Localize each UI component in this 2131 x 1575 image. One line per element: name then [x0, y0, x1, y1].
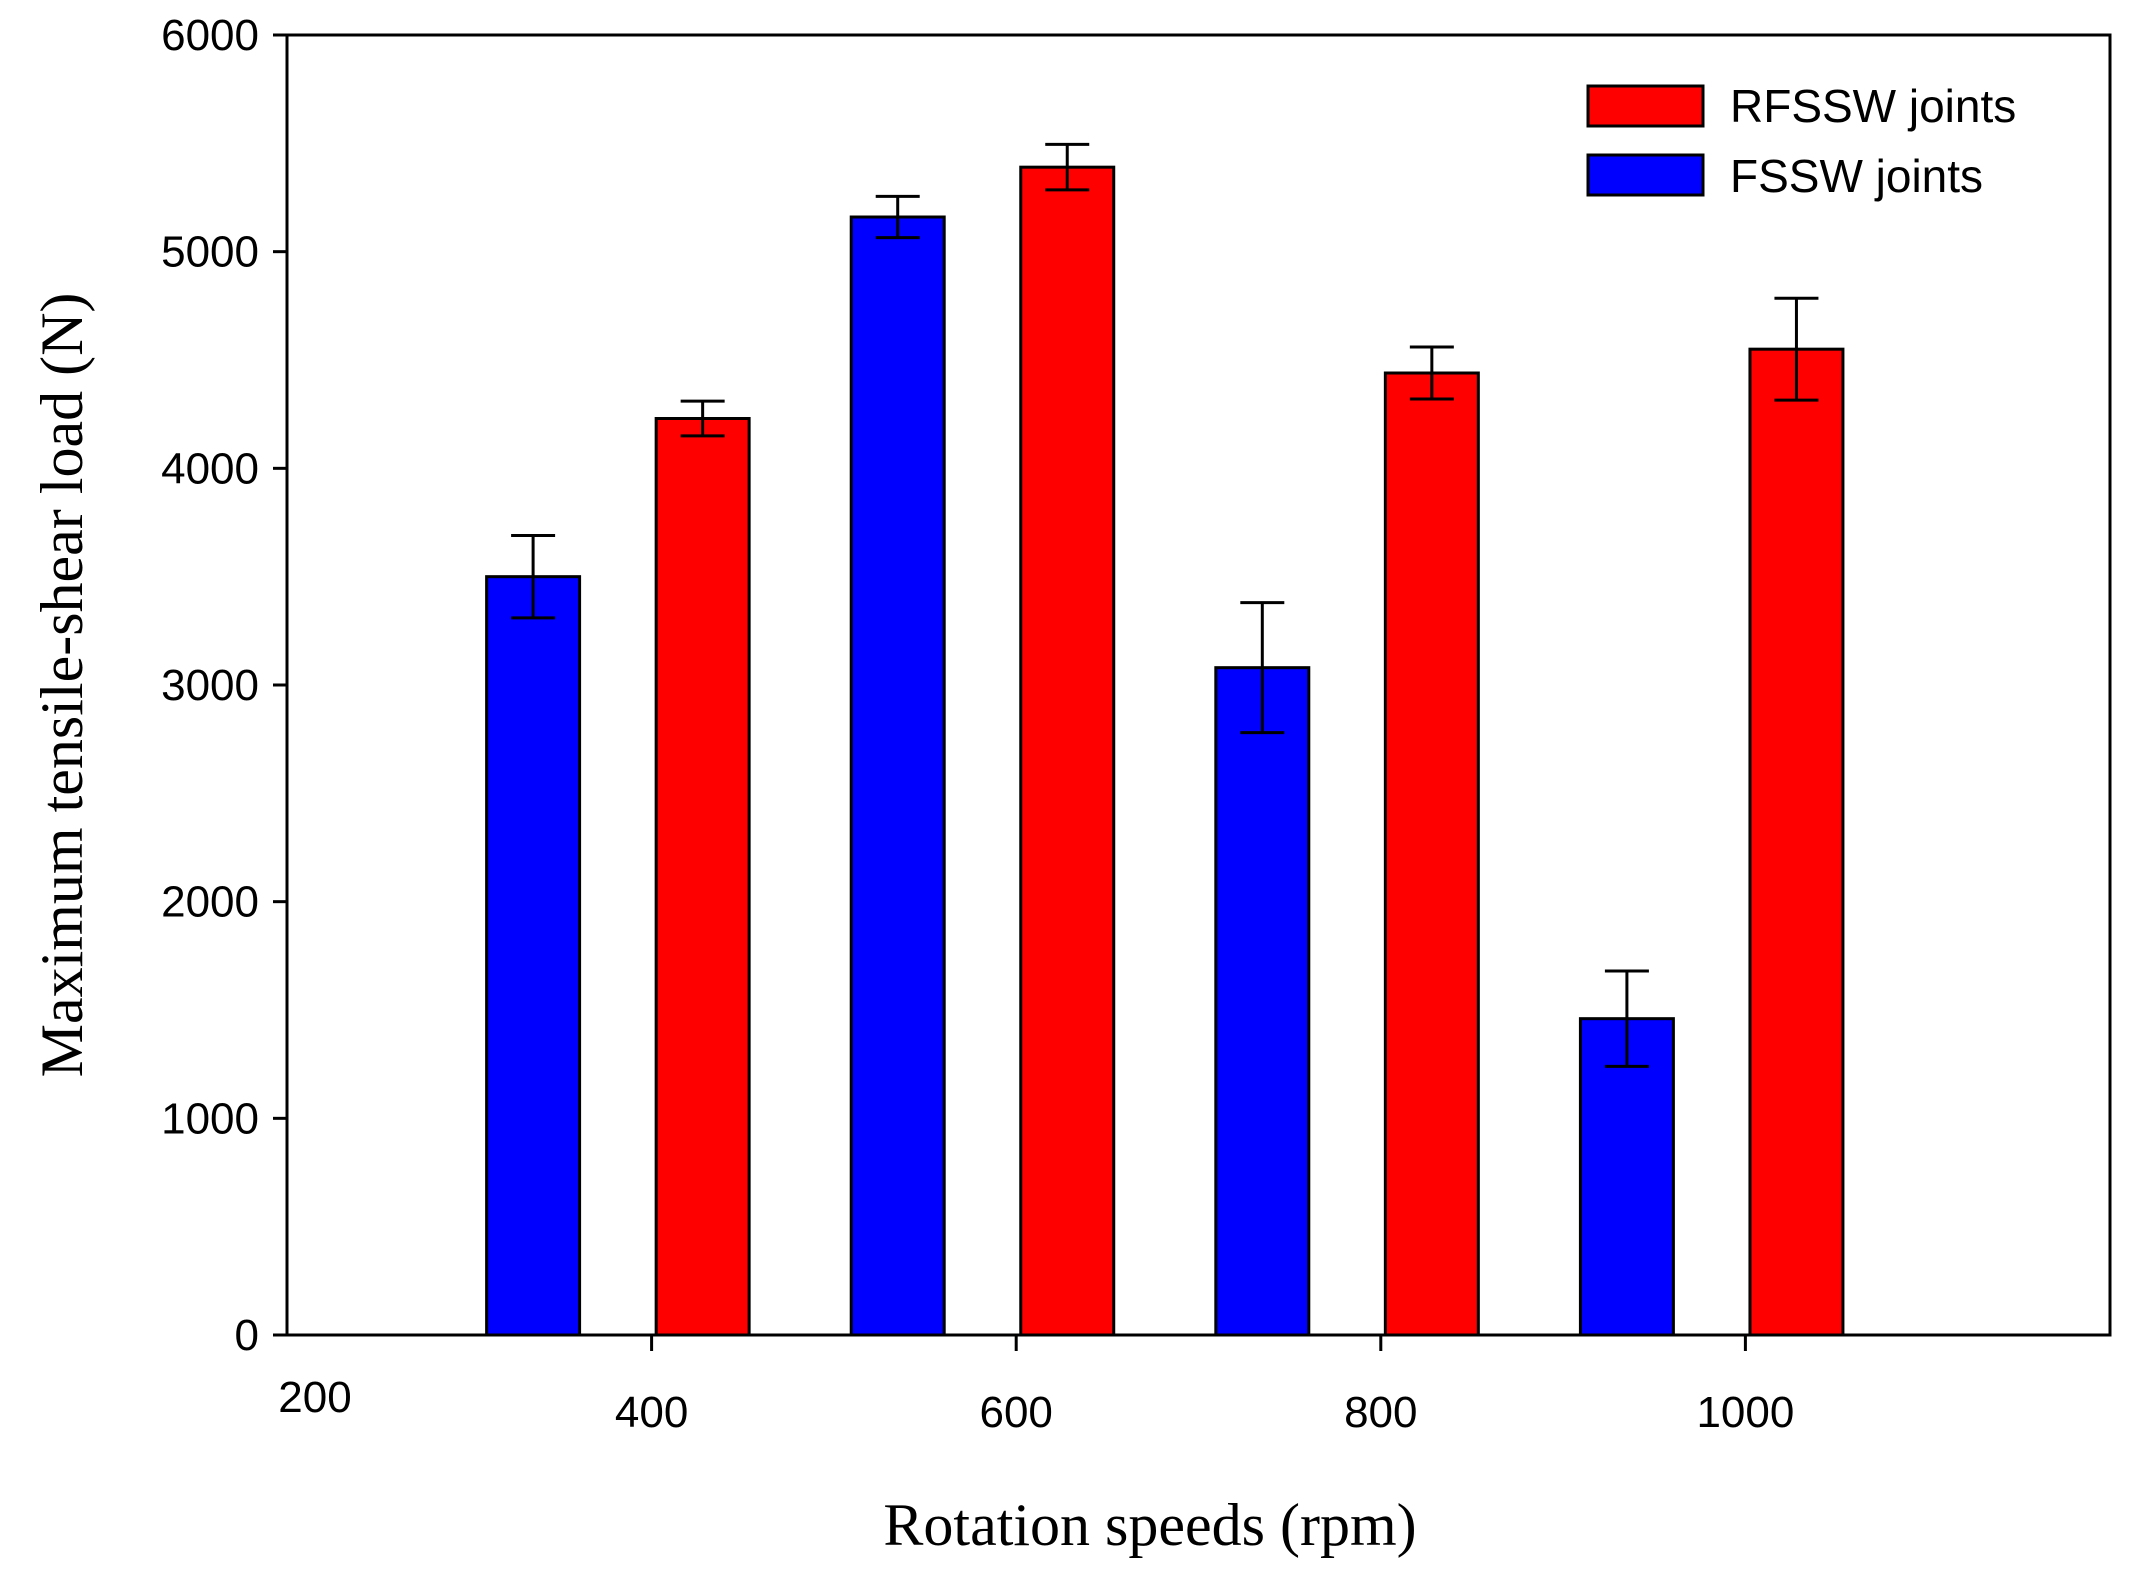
x-tick-label: 1000 [1696, 1388, 1794, 1437]
bar-rfssw-1000 [1748, 347, 1845, 1337]
bar-rfssw-800 [1383, 371, 1480, 1337]
legend-label-fssw: FSSW joints [1730, 150, 1983, 202]
x-axis-ticks: 200 400 600 800 1000 [278, 1335, 1794, 1437]
legend: RFSSW joints FSSW joints [1586, 80, 2016, 202]
bar-fssw-400 [485, 575, 582, 1337]
error-bar-rfssw-1000 [1774, 296, 1819, 402]
bar-rfssw-400 [654, 417, 751, 1337]
y-tick-label: 6000 [161, 11, 259, 60]
x-tick-label: 600 [979, 1388, 1052, 1437]
legend-swatch-fssw [1586, 153, 1705, 197]
y-tick-label: 2000 [161, 878, 259, 927]
bar-fssw-800 [1214, 666, 1311, 1337]
error-bars-layer [511, 142, 1819, 1068]
error-bar-fssw-1000 [1604, 969, 1649, 1068]
y-tick-label: 3000 [161, 661, 259, 710]
y-tick-label: 1000 [161, 1094, 259, 1143]
legend-swatch-rfssw [1586, 84, 1705, 128]
y-axis-ticks: 0 1000 2000 3000 4000 5000 6000 [161, 11, 287, 1360]
y-tick-label: 0 [235, 1311, 259, 1360]
y-tick-label: 4000 [161, 444, 259, 493]
bar-rfssw-600 [1019, 165, 1116, 1337]
bars-layer [485, 165, 1845, 1337]
x-tick-label: 800 [1344, 1388, 1417, 1437]
error-bar-rfssw-800 [1409, 345, 1454, 401]
y-tick-label: 5000 [161, 228, 259, 277]
bar-fssw-1000 [1578, 1017, 1675, 1337]
error-bar-fssw-600 [875, 194, 920, 240]
x-tick-label: 400 [615, 1388, 688, 1437]
error-bar-fssw-400 [511, 534, 556, 620]
y-axis-title: Maximum tensile-shear load (N) [29, 293, 95, 1078]
error-bar-rfssw-400 [680, 399, 725, 438]
x-axis-title: Rotation speeds (rpm) [883, 1492, 1416, 1558]
x-tick-label: 200 [278, 1373, 351, 1422]
error-bar-fssw-800 [1240, 601, 1285, 735]
legend-label-rfssw: RFSSW joints [1730, 80, 2016, 132]
error-bar-rfssw-600 [1045, 142, 1090, 192]
bar-fssw-600 [849, 215, 946, 1337]
